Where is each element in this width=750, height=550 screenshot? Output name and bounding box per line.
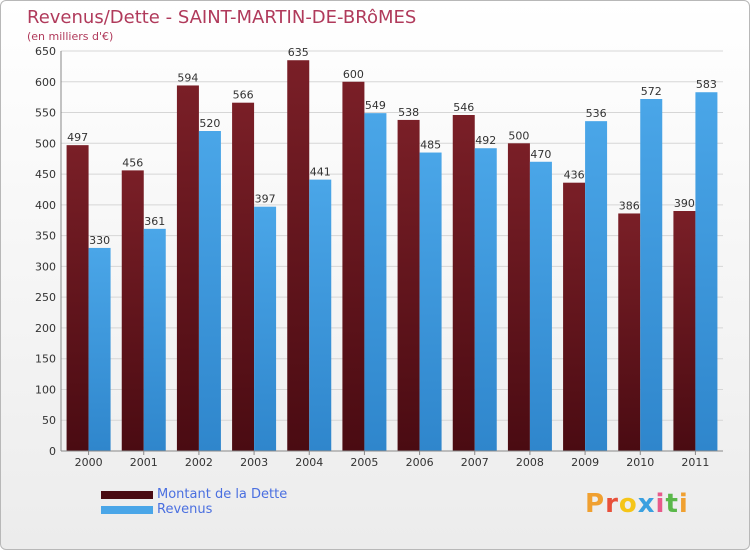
y-tick-label: 250 (35, 291, 56, 304)
bar-revenus (364, 113, 387, 452)
data-label-revenus: 441 (310, 166, 331, 179)
bar-revenus (198, 131, 221, 451)
x-tick-label: 2001 (130, 456, 158, 469)
data-label-revenus: 583 (696, 78, 717, 91)
logo-letter: i (655, 489, 666, 519)
legend-swatch-dette (101, 490, 153, 499)
bar-dette (563, 182, 586, 451)
data-label-dette: 390 (674, 197, 695, 210)
data-label-revenus: 572 (641, 85, 662, 98)
bar-dette (232, 102, 255, 451)
data-label-dette: 386 (619, 199, 640, 212)
data-labels: 497 330 456 361 594 520 566 397 635 441 600 549 538 4… (67, 46, 717, 247)
legend-swatch-revenus (101, 505, 153, 514)
bar-revenus (474, 148, 497, 451)
bar-revenus (640, 99, 663, 451)
data-label-revenus: 397 (255, 193, 276, 206)
x-tick-label: 2009 (571, 456, 599, 469)
data-label-dette: 635 (288, 46, 309, 59)
y-tick-label: 400 (35, 199, 56, 212)
data-label-dette: 600 (343, 68, 364, 81)
logo-letter: P (585, 489, 606, 519)
data-label-revenus: 520 (199, 117, 220, 130)
bar-dette (397, 119, 420, 451)
bar-revenus (309, 179, 332, 451)
legend: Montant de la Dette Revenus (101, 487, 287, 517)
bars (66, 60, 718, 452)
logo-letter: i (678, 489, 689, 519)
x-tick-label: 2007 (461, 456, 489, 469)
logo-letter: t (665, 489, 679, 519)
y-tick-label: 650 (35, 45, 56, 58)
x-tick-label: 2010 (626, 456, 654, 469)
data-label-revenus: 492 (475, 134, 496, 147)
data-label-dette: 436 (564, 169, 585, 182)
bar-dette (121, 170, 144, 451)
bar-dette (287, 60, 310, 451)
data-label-revenus: 470 (530, 148, 551, 161)
bar-dette (342, 81, 365, 452)
bar-revenus (585, 121, 608, 452)
y-tick-label: 600 (35, 76, 56, 89)
y-tick-label: 100 (35, 383, 56, 396)
bar-revenus (143, 228, 166, 451)
data-label-revenus: 361 (144, 215, 165, 228)
data-label-dette: 538 (398, 106, 419, 119)
y-tick-label: 350 (35, 230, 56, 243)
x-tick-label: 2008 (516, 456, 544, 469)
legend-item-revenus: Revenus (101, 502, 287, 517)
y-tick-label: 50 (42, 414, 56, 427)
bar-dette (176, 85, 199, 451)
y-tick-label: 550 (35, 107, 56, 120)
y-tick-label: 200 (35, 322, 56, 335)
x-tick-label: 2004 (295, 456, 323, 469)
data-label-dette: 500 (508, 129, 529, 142)
data-label-revenus: 485 (420, 139, 441, 152)
bar-revenus (88, 247, 111, 451)
data-label-revenus: 549 (365, 99, 386, 112)
x-tick-label: 2011 (681, 456, 709, 469)
legend-item-dette: Montant de la Dette (101, 487, 287, 502)
y-tick-label: 150 (35, 353, 56, 366)
x-tick-label: 2005 (350, 456, 378, 469)
bar-dette (618, 213, 641, 451)
data-label-dette: 546 (453, 101, 474, 114)
chart-subtitle: (en milliers d'€) (27, 30, 114, 43)
bar-revenus (254, 206, 277, 451)
data-label-revenus: 536 (586, 107, 607, 120)
bar-dette (507, 143, 530, 452)
bar-revenus (695, 92, 718, 451)
logo-letter: x (637, 489, 656, 519)
bar-dette (673, 211, 696, 451)
logo-letter: o (618, 489, 638, 519)
data-label-dette: 566 (233, 89, 254, 102)
axes: 0 50 100 150 200 250 300 350 400 450 500 550 600 650 2… (35, 45, 723, 469)
x-tick-label: 2000 (75, 456, 103, 469)
y-tick-label: 450 (35, 168, 56, 181)
y-tick-label: 500 (35, 137, 56, 150)
legend-label-revenus: Revenus (157, 502, 213, 517)
data-label-dette: 594 (177, 71, 198, 84)
bar-revenus (419, 152, 442, 452)
data-label-revenus: 330 (89, 234, 110, 247)
x-tick-label: 2002 (185, 456, 213, 469)
data-label-dette: 497 (67, 131, 88, 144)
x-tick-label: 2003 (240, 456, 268, 469)
x-tick-label: 2006 (406, 456, 434, 469)
y-tick-label: 0 (49, 445, 56, 458)
data-label-dette: 456 (122, 156, 143, 169)
legend-label-dette: Montant de la Dette (157, 487, 288, 502)
bar-dette (452, 115, 475, 451)
y-tick-label: 300 (35, 260, 56, 273)
grid-lines (61, 50, 723, 452)
chart-title: Revenus/Dette - SAINT-MARTIN-DE-BRôMES (27, 7, 417, 28)
bar-dette (66, 145, 89, 451)
logo-letter: r (605, 489, 619, 519)
bar-revenus (529, 161, 552, 451)
proxiti-logo: Proxiti (585, 489, 689, 519)
